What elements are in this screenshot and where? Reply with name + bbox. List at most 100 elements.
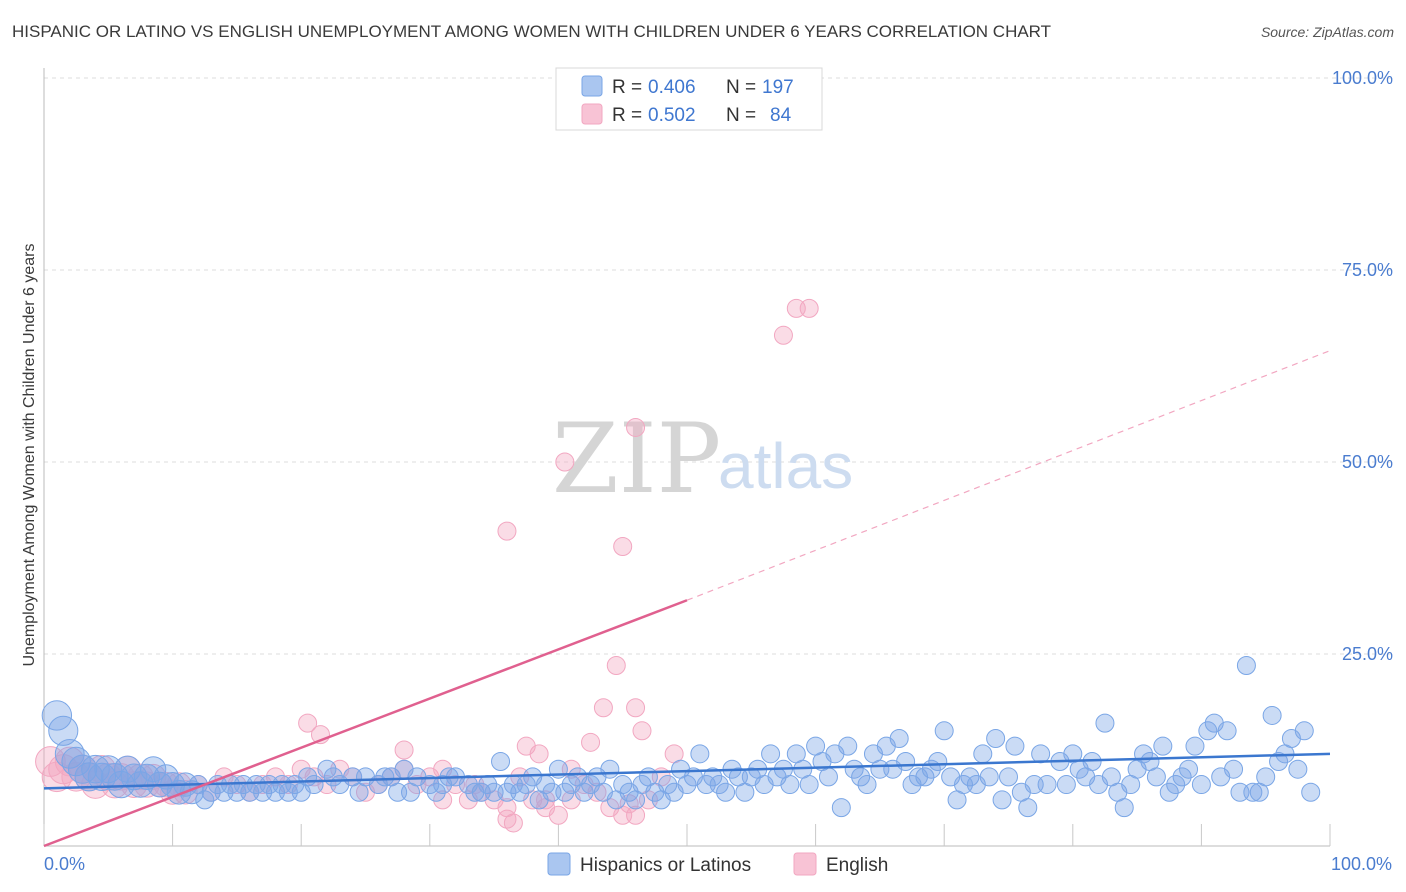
english-point [626,417,646,437]
hispanic-point [1262,705,1282,725]
hispanic-point [1269,752,1289,772]
hispanic-point [999,767,1018,787]
bottom-legend-label-hispanic: Hispanics or Latinos [580,855,751,876]
legend-n-value-blue: 197 [762,77,794,98]
hispanic-point [915,767,935,787]
hispanic-point [54,738,85,769]
x-tick-label-max: 100.0% [1331,854,1392,874]
y-tick-label: 75.0% [1342,260,1393,280]
hispanic-point [574,782,594,802]
hispanic-point [1185,736,1205,756]
hispanic-point [1166,775,1186,795]
english-point [433,790,453,810]
hispanic-point [48,715,79,746]
trend-line-english-extension [686,350,1331,601]
english-point [298,713,318,733]
bottom-legend-label-english: English [826,855,888,876]
legend-swatch-pink [581,103,603,125]
english-point [593,698,613,718]
english-point [632,721,652,741]
hispanic-point [426,782,446,802]
legend-swatch-blue [581,75,603,97]
chart-source: Source: ZipAtlas.com [1260,24,1394,40]
stats-legend: R = 0.406 N = 197 R = 0.502 N = 84 [555,67,823,131]
hispanic-point [709,775,729,795]
hispanic-point [1172,767,1192,787]
hispanic-point [658,775,678,795]
hispanic-point [613,775,633,795]
trend-line-hispanic [43,752,1331,790]
hispanic-point [166,779,192,805]
english-point [626,698,646,718]
english-point [773,325,793,345]
trend-lines [43,350,1331,848]
hispanic-point [831,798,851,818]
x-tick-marks [43,824,1331,846]
hispanic-point [1153,736,1173,756]
legend-r-label-blue: R = [612,77,642,98]
hispanic-point [761,744,781,764]
english-point [626,805,646,825]
hispanic-point [934,721,954,741]
hispanic-point [375,767,395,787]
gridlines [44,77,1392,655]
y-tick-label: 100.0% [1332,68,1393,88]
y-tick-label: 50.0% [1342,452,1393,472]
hispanic-point [41,700,73,731]
y-axis-label: Unemployment Among Women with Children U… [21,243,38,666]
series-legend: Hispanics or Latinos English [547,852,888,876]
hispanic-point [986,728,1006,748]
hispanic-point [1256,767,1276,787]
hispanic-point [1095,713,1115,733]
english-point [606,656,626,676]
bottom-legend-swatch-english [793,852,817,876]
hispanic-point [928,752,948,772]
hispanic-point [1191,775,1211,795]
hispanic-point [851,767,871,787]
hispanic-point [844,759,864,779]
hispanic-point [304,775,324,795]
hispanic-point [960,767,980,787]
watermark-zip: ZIP [552,403,721,515]
hispanic-point [896,752,916,772]
hispanic-point [979,767,999,787]
hispanic-point [690,744,710,764]
hispanic-point [140,756,167,783]
english-point [613,536,633,556]
hispanic-point [195,790,215,810]
hispanic-point [1037,775,1057,795]
english-point [799,298,819,318]
hispanic-point [1288,759,1308,779]
legend-r-value-pink: 0.502 [648,105,696,126]
y-tick-labels: 100.0% 75.0% 50.0% 25.0% [1332,68,1393,664]
hispanic-point [1217,721,1237,741]
hispanic-point [703,767,723,787]
watermark-atlas: atlas [718,430,853,502]
hispanic-point [818,767,838,787]
hispanic-point [1236,656,1256,676]
hispanic-point [799,775,819,795]
hispanic-point [510,782,530,802]
hispanic-point [107,770,135,799]
y-tick-label: 25.0% [1342,644,1393,664]
legend-n-value-pink: 84 [770,105,792,126]
hispanic-point [1031,744,1051,764]
hispanic-point [1224,759,1244,779]
hispanic-point [780,775,800,795]
english-point [555,452,575,472]
hispanic-point [889,728,909,748]
english-point [581,732,601,752]
hispanic-point [555,782,575,802]
legend-n-label-pink: N = [726,105,756,126]
hispanic-point [1005,736,1025,756]
hispanic-point [1294,721,1314,741]
english-point [536,790,556,810]
english-point [548,805,568,825]
trend-line-english [43,599,688,848]
hispanic-point [857,775,877,795]
bottom-legend-swatch-hispanic [547,852,571,876]
x-tick-label-min: 0.0% [44,854,85,874]
hispanic-point [973,744,993,764]
watermark: ZIP atlas [552,403,853,515]
hispanic-point [1179,759,1199,779]
